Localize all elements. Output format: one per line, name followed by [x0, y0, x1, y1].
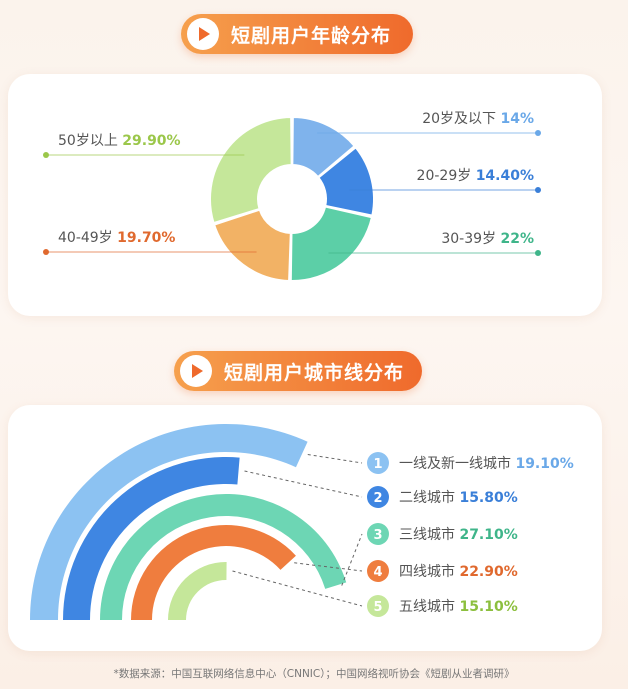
- leader-dot-3: [535, 250, 541, 256]
- radial-label-3-value: 27.10%: [459, 527, 517, 543]
- donut-label-4-category: 40-49岁: [58, 230, 117, 246]
- radial-bar-4: [131, 525, 296, 620]
- donut-label-5-value: 29.90%: [122, 133, 180, 149]
- radial-bar-3: [100, 494, 347, 620]
- radial-bar-5: [167, 562, 227, 620]
- play-icon: [180, 355, 212, 387]
- donut-label-4-value: 19.70%: [117, 230, 175, 246]
- donut-label-2-value: 14.40%: [476, 168, 534, 184]
- leader-dot-4: [43, 249, 49, 255]
- index-badge-2: [367, 486, 389, 508]
- index-badge-number-2: 2: [373, 491, 382, 506]
- index-badge-4: [367, 560, 389, 582]
- radial-label-5-value: 15.10%: [459, 599, 517, 615]
- donut-slice-3: [289, 205, 374, 282]
- donut-label-3-category: 30-39岁: [441, 231, 500, 247]
- donut-label-1: 20岁及以下 14%: [422, 111, 534, 127]
- index-badge-number-1: 1: [373, 457, 382, 472]
- radial-label-5: 五线城市 15.10%: [399, 598, 518, 615]
- donut-label-1-value: 14%: [500, 111, 534, 127]
- radial-label-2-category: 二线城市: [399, 489, 459, 506]
- radial-bar-1: [30, 423, 308, 620]
- index-badge-5: [367, 595, 389, 617]
- radial-leader-1: [307, 454, 363, 464]
- index-badge-number-4: 4: [373, 565, 382, 580]
- donut-slice-1: [291, 115, 357, 179]
- city-section-title: 短剧用户城市线分布: [174, 351, 422, 391]
- radial-leader-3: [341, 533, 363, 586]
- radial-label-2-value: 15.80%: [459, 490, 517, 506]
- donut-label-2-category: 20-29岁: [417, 168, 476, 184]
- radial-label-1: 一线及新一线城市 19.10%: [399, 455, 574, 472]
- index-badge-1: [367, 452, 389, 474]
- radial-label-5-category: 五线城市: [399, 598, 459, 615]
- radial-label-4: 四线城市 22.90%: [399, 563, 518, 580]
- donut-label-4: 40-49岁 19.70%: [58, 230, 175, 246]
- donut-slice-5: [209, 115, 293, 225]
- radial-leader-4: [294, 562, 363, 572]
- play-icon: [187, 18, 219, 50]
- age-section-title: 短剧用户年龄分布: [181, 14, 413, 54]
- data-source-footnote: *数据来源：中国互联网络信息中心（CNNIC）；中国网络视听协会《短剧从业者调研…: [113, 668, 515, 680]
- donut-label-5: 50岁以上 29.90%: [58, 133, 181, 149]
- donut-slice-4: [212, 208, 292, 282]
- radial-bar-2: [63, 457, 240, 620]
- index-badge-number-3: 3: [373, 528, 382, 543]
- age-section-title-text: 短剧用户年龄分布: [231, 24, 392, 47]
- radial-label-4-category: 四线城市: [399, 563, 459, 580]
- leader-dot-2: [535, 187, 541, 193]
- donut-label-3-value: 22%: [500, 231, 534, 247]
- radial-label-1-category: 一线及新一线城市: [399, 455, 515, 472]
- leader-dot-1: [535, 130, 541, 136]
- index-badge-3: [367, 523, 389, 545]
- donut-label-3: 30-39岁 22%: [441, 231, 534, 247]
- radial-label-3: 三线城市 27.10%: [399, 526, 518, 543]
- donut-label-1-category: 20岁及以下: [422, 111, 500, 127]
- donut-slice-2: [317, 145, 375, 217]
- donut-label-2: 20-29岁 14.40%: [417, 168, 534, 184]
- radial-label-1-value: 19.10%: [515, 456, 573, 472]
- radial-leader-2: [244, 470, 363, 498]
- radial-label-2: 二线城市 15.80%: [399, 489, 518, 506]
- city-section-title-text: 短剧用户城市线分布: [224, 361, 405, 384]
- leader-dot-5: [43, 152, 49, 158]
- donut-label-5-category: 50岁以上: [58, 133, 122, 149]
- radial-label-4-value: 22.90%: [459, 564, 517, 580]
- index-badge-number-5: 5: [373, 600, 382, 615]
- radial-label-3-category: 三线城市: [399, 526, 459, 543]
- radial-leader-5: [232, 570, 363, 607]
